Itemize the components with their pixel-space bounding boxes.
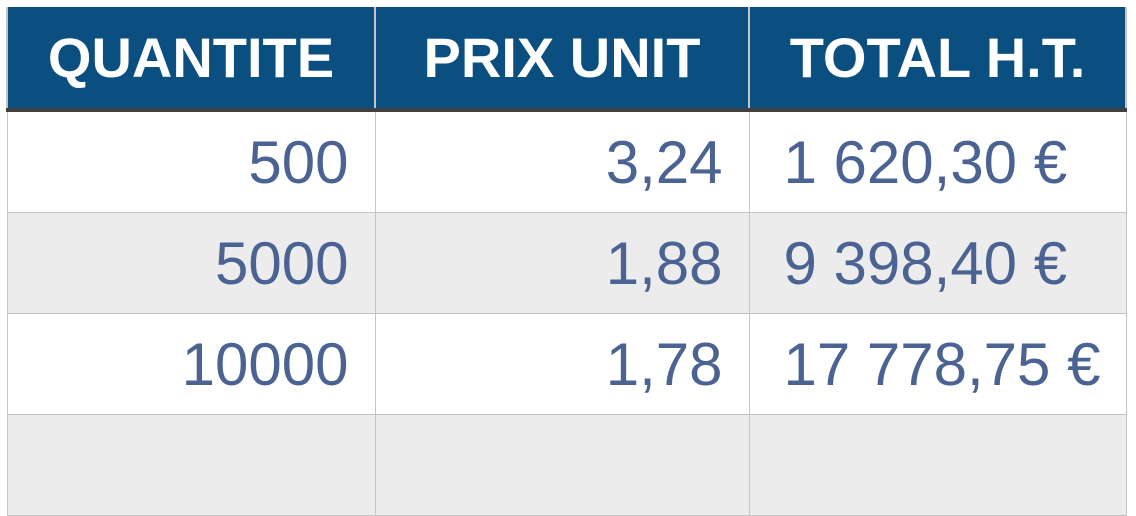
- header-row: QUANTITE PRIX UNIT TOTAL H.T.: [6, 7, 1127, 112]
- table-row: 10000 1,78 17 778,75 €: [6, 313, 1127, 415]
- header-quantite: QUANTITE: [6, 7, 376, 112]
- cell-total-ht: 9 398,40 €: [748, 212, 1127, 314]
- header-prix-unit: PRIX UNIT: [374, 7, 750, 112]
- cell-quantite: 5000: [6, 212, 376, 314]
- cell-empty: [748, 414, 1127, 516]
- cell-quantite: 500: [6, 109, 376, 213]
- table-row: [6, 414, 1127, 516]
- header-total-ht: TOTAL H.T.: [748, 7, 1127, 112]
- cell-empty: [374, 414, 750, 516]
- cell-quantite: 10000: [6, 313, 376, 415]
- table-row: 5000 1,88 9 398,40 €: [6, 212, 1127, 314]
- cell-empty: [6, 414, 376, 516]
- cell-prix-unit: 1,78: [374, 313, 750, 415]
- cell-prix-unit: 3,24: [374, 109, 750, 213]
- cell-total-ht: 17 778,75 €: [748, 313, 1127, 415]
- cell-total-ht: 1 620,30 €: [748, 109, 1127, 213]
- price-table: QUANTITE PRIX UNIT TOTAL H.T. 500 3,24 1…: [6, 7, 1127, 516]
- cell-prix-unit: 1,88: [374, 212, 750, 314]
- table-row: 500 3,24 1 620,30 €: [6, 109, 1127, 213]
